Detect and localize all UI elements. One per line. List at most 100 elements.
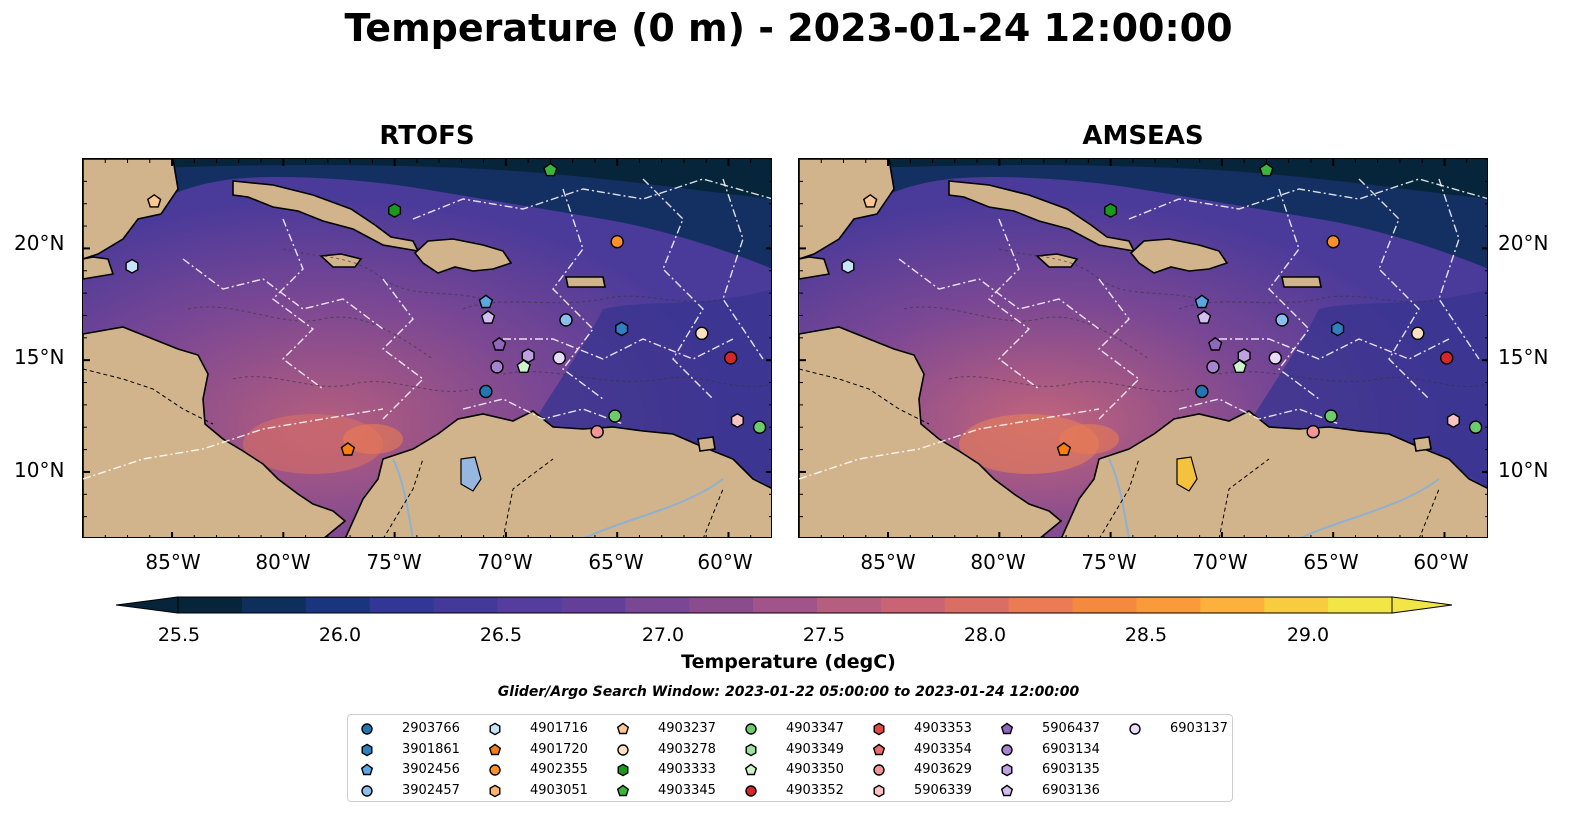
legend-marker-circle	[361, 723, 373, 735]
legend-marker-hexagon	[489, 784, 501, 797]
float-marker-4903345	[1259, 162, 1274, 177]
eez-boundary	[83, 408, 384, 480]
float-marker-4903350	[1232, 359, 1247, 374]
legend-marker-circle	[745, 723, 757, 735]
land-mass	[83, 326, 347, 537]
eez-boundary	[503, 338, 734, 360]
land-mass	[799, 326, 1063, 537]
legend-marker-hexagon	[617, 763, 629, 777]
colorbar-tick-label: 27.0	[641, 624, 685, 646]
legend-marker-circle	[1129, 723, 1141, 735]
colorbar-segment	[880, 597, 946, 613]
legend-marker-pentagon	[616, 722, 630, 735]
colorbar-segment	[1200, 597, 1265, 613]
land-mass	[565, 276, 606, 288]
eez-boundary	[381, 278, 425, 420]
float-marker-6903135	[521, 348, 535, 364]
eez-boundary	[271, 218, 324, 390]
lon-label-65w: 65°W	[588, 550, 644, 574]
colorbar-segment	[1072, 597, 1138, 613]
float-marker-4903278	[1411, 326, 1425, 341]
float-marker-4903350	[516, 359, 531, 374]
colorbar-tick-label: 28.0	[963, 624, 1007, 646]
legend-label: 4903347	[786, 721, 844, 736]
float-marker-6903137	[1268, 351, 1283, 365]
legend-marker-circle	[617, 743, 629, 756]
float-marker-4903629	[1306, 425, 1320, 439]
float-marker-4902355	[610, 235, 624, 249]
eez-boundary	[1268, 188, 1320, 400]
country-border	[799, 368, 1440, 537]
colorbar-min-arrow	[116, 596, 179, 614]
legend-marker-pentagon	[1000, 722, 1014, 735]
lon-label-60w: 60°W	[697, 550, 753, 574]
legend-marker-circle	[873, 764, 885, 776]
legend-label: 4903349	[786, 741, 844, 757]
cold-water-north	[799, 159, 1487, 199]
colorbar-segment	[753, 597, 818, 613]
float-marker-3902456	[478, 294, 494, 309]
bathymetry-contour	[1178, 295, 1440, 310]
legend-label: 3901861	[402, 741, 460, 757]
lat-label-10n-right: 10°N	[1498, 458, 1549, 482]
legend-label: 4903354	[914, 741, 972, 757]
legend-marker-pentagon	[488, 743, 502, 755]
bathymetry-contour	[948, 376, 1190, 392]
colorbar-segment	[369, 597, 435, 613]
legend-marker-hexagon	[745, 743, 757, 756]
float-marker-6903137	[552, 351, 567, 365]
float-marker-4903237	[862, 193, 878, 208]
float-marker-2903766	[479, 384, 493, 399]
float-marker-5906437	[1207, 336, 1223, 351]
land-mass	[1129, 238, 1229, 274]
legend-marker-pentagon	[872, 743, 886, 755]
eez-boundary	[1097, 278, 1141, 420]
lon-label-70w: 70°W	[1192, 550, 1248, 574]
float-marker-4903333	[388, 202, 402, 218]
float-marker-4903352	[1440, 351, 1454, 365]
legend-marker-circle	[361, 784, 373, 797]
lat-label-20n-left: 20°N	[14, 231, 65, 255]
lon-label-85w: 85°W	[860, 550, 916, 574]
colorbar-segment	[689, 597, 754, 613]
land-mass	[1413, 436, 1432, 452]
colorbar-segment	[497, 597, 562, 613]
land-mass	[232, 180, 420, 253]
colorbar-tick-label: 26.5	[479, 624, 523, 646]
colorbar-segment	[561, 597, 626, 613]
eez-boundary	[1178, 398, 1340, 425]
warm-water-patch	[343, 424, 403, 454]
legend-label: 5906437	[1042, 721, 1100, 736]
float-marker-5906437	[491, 336, 507, 351]
eez-boundary	[412, 178, 771, 220]
cool-water-north	[83, 159, 771, 269]
colorbar-segment	[241, 597, 307, 613]
map-amseas	[798, 158, 1488, 538]
legend-marker-pentagon	[360, 763, 374, 776]
float-marker-4903347	[1324, 409, 1338, 423]
lon-label-70w: 70°W	[477, 550, 533, 574]
colorbar-tick-label: 27.5	[802, 624, 846, 646]
bathymetry-contour	[502, 371, 771, 388]
float-legend: 2903766 3901861 3902456 3902457 4901716 49017…	[347, 714, 1233, 802]
float-marker-3901861	[1331, 321, 1345, 337]
float-marker-4903278	[695, 326, 709, 341]
warm-water-patch	[243, 414, 383, 474]
colorbar-segment	[625, 597, 690, 613]
legend-marker-hexagon	[873, 784, 885, 797]
float-marker-6903136	[1196, 310, 1212, 324]
colorbar-segment	[178, 597, 243, 613]
legend-label: 4903278	[658, 741, 716, 757]
river	[392, 458, 414, 537]
float-marker-4903347	[752, 420, 767, 434]
river	[1300, 478, 1440, 537]
legend-marker-circle	[1001, 743, 1013, 756]
float-marker-3902456	[1194, 294, 1210, 309]
colorbar-tick-label: 26.0	[318, 624, 362, 646]
float-marker-4903347	[608, 409, 622, 423]
country-border	[83, 368, 724, 537]
float-marker-3902457	[559, 313, 573, 327]
float-marker-5906339	[730, 412, 744, 429]
float-marker-4903333	[1104, 202, 1118, 218]
land-mass	[799, 256, 831, 280]
